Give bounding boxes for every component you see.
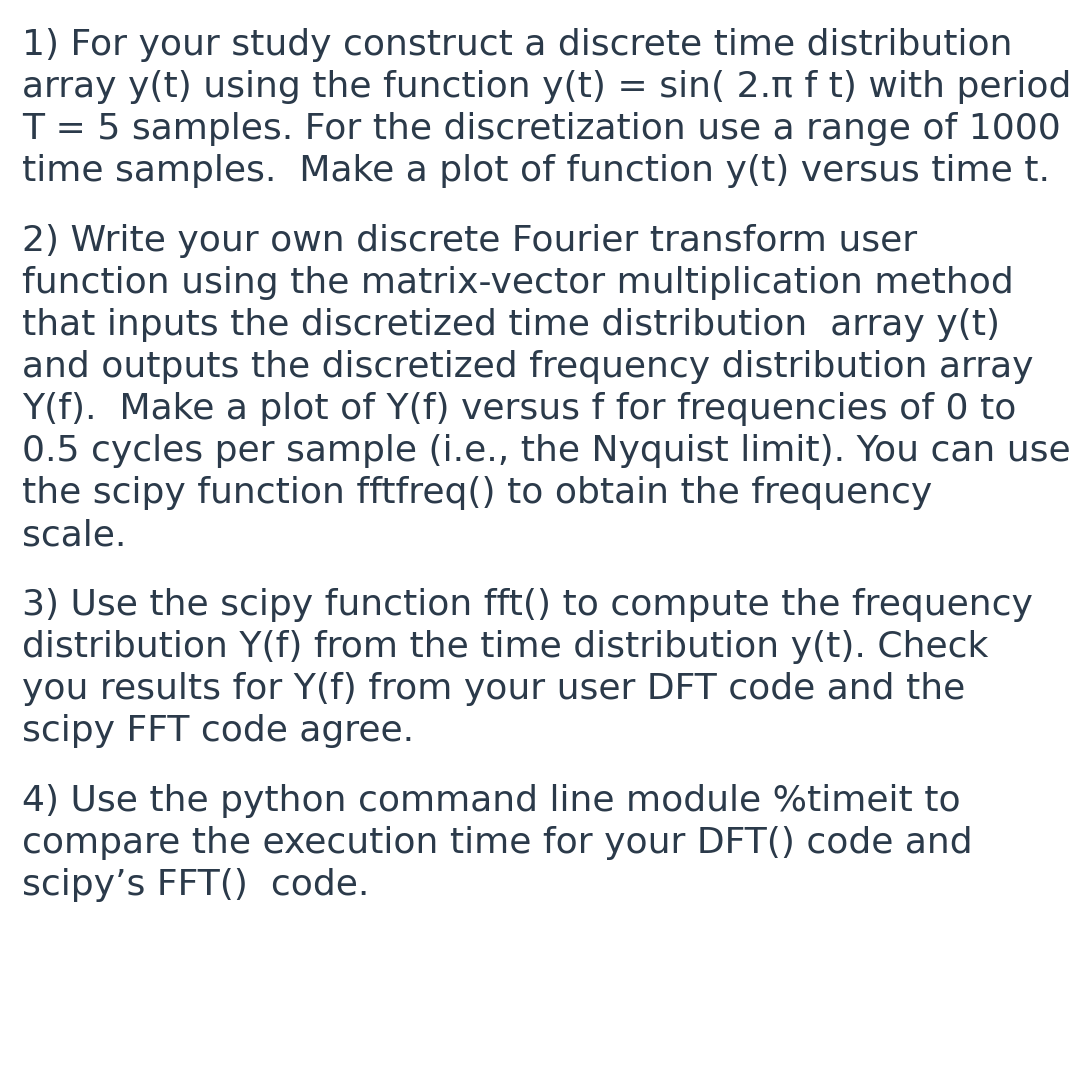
Text: 0.5 cycles per sample (i.e., the Nyquist limit). You can use: 0.5 cycles per sample (i.e., the Nyquist… <box>22 434 1070 468</box>
Text: function using the matrix-vector multiplication method: function using the matrix-vector multipl… <box>22 266 1014 300</box>
Text: 1) For your study construct a discrete time distribution: 1) For your study construct a discrete t… <box>22 28 1013 62</box>
Text: scale.: scale. <box>22 518 126 553</box>
Text: time samples.  Make a plot of function y(t) versus time t.: time samples. Make a plot of function y(… <box>22 154 1050 188</box>
Text: Y(f).  Make a plot of Y(f) versus f for frequencies of 0 to: Y(f). Make a plot of Y(f) versus f for f… <box>22 392 1016 426</box>
Text: 2) Write your own discrete Fourier transform user: 2) Write your own discrete Fourier trans… <box>22 224 917 258</box>
Text: that inputs the discretized time distribution  array y(t): that inputs the discretized time distrib… <box>22 308 1000 342</box>
Text: 3) Use the scipy function fft() to compute the frequency: 3) Use the scipy function fft() to compu… <box>22 588 1032 623</box>
Text: and outputs the discretized frequency distribution array: and outputs the discretized frequency di… <box>22 350 1034 384</box>
Text: compare the execution time for your DFT() code and: compare the execution time for your DFT(… <box>22 826 973 861</box>
Text: scipy FFT code agree.: scipy FFT code agree. <box>22 714 414 749</box>
Text: scipy’s FFT()  code.: scipy’s FFT() code. <box>22 868 369 903</box>
Text: 4) Use the python command line module %timeit to: 4) Use the python command line module %t… <box>22 784 960 819</box>
Text: T = 5 samples. For the discretization use a range of 1000: T = 5 samples. For the discretization us… <box>22 112 1061 146</box>
Text: array y(t) using the function y(t) = sin( 2.π f t) with period: array y(t) using the function y(t) = sin… <box>22 70 1071 104</box>
Text: you results for Y(f) from your user DFT code and the: you results for Y(f) from your user DFT … <box>22 672 966 707</box>
Text: distribution Y(f) from the time distribution y(t). Check: distribution Y(f) from the time distribu… <box>22 630 988 665</box>
Text: the scipy function fftfreq() to obtain the frequency: the scipy function fftfreq() to obtain t… <box>22 476 932 510</box>
